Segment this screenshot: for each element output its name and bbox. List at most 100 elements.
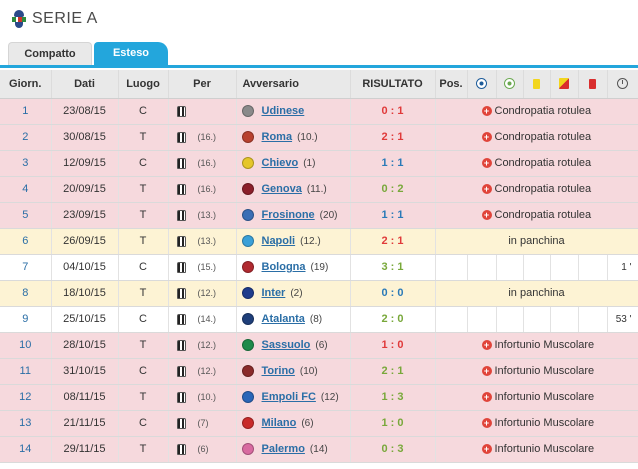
match-result-link[interactable]: 1 : 0 <box>350 410 436 437</box>
giornata-link[interactable]: 8 <box>0 280 52 307</box>
opponent-rank: (12.) <box>300 235 321 247</box>
giornata-link[interactable]: 13 <box>0 410 52 437</box>
header-red-card[interactable] <box>578 70 608 99</box>
match-result-link[interactable]: 2 : 1 <box>350 358 436 385</box>
header-yellow-red-card[interactable] <box>550 70 579 99</box>
header-data[interactable]: Dati <box>51 70 119 99</box>
giornata-link[interactable]: 12 <box>0 384 52 411</box>
match-result-link[interactable]: 0 : 0 <box>350 280 436 307</box>
giornata-link[interactable]: 14 <box>0 436 52 463</box>
match-result-link[interactable]: 1 : 1 <box>350 150 436 177</box>
match-date: 23/08/15 <box>51 98 119 125</box>
opponent-link[interactable]: Torino <box>261 365 295 378</box>
opponent-cell: Milano (6) <box>236 410 351 437</box>
opponent-link[interactable]: Chievo <box>261 157 299 170</box>
opponent-link[interactable]: Bologna <box>261 261 306 274</box>
team-rank: (12.) <box>197 366 217 377</box>
giornata-link[interactable]: 7 <box>0 254 52 281</box>
opponent-link[interactable]: Atalanta <box>261 313 305 326</box>
table-row: 6 26/09/15 T (13.) Napoli (12.) 2 : 1 in panchi… <box>0 228 638 255</box>
header-minutes[interactable] <box>607 70 638 99</box>
header-assist[interactable] <box>496 70 524 99</box>
match-result-link[interactable]: 0 : 3 <box>350 436 436 463</box>
team-cell: (12.) <box>168 358 237 385</box>
header-avversario[interactable]: Avversario <box>236 70 351 99</box>
match-result-link[interactable]: 1 : 0 <box>350 332 436 359</box>
opponent-rank: (14) <box>309 443 328 455</box>
giornata-link[interactable]: 2 <box>0 124 52 151</box>
opponent-rank: (10.) <box>297 131 318 143</box>
opponent-link[interactable]: Genova <box>261 183 302 196</box>
giornata-link[interactable]: 10 <box>0 332 52 359</box>
giornata-link[interactable]: 11 <box>0 358 52 385</box>
page-title: SERIE A <box>32 10 98 27</box>
opponent-link[interactable]: Empoli FC <box>261 391 316 404</box>
header-luogo[interactable]: Luogo <box>118 70 169 99</box>
match-result-link[interactable]: 1 : 3 <box>350 384 436 411</box>
header-goal[interactable] <box>467 70 497 99</box>
assist-cell <box>496 254 524 281</box>
injury-status: + Infortunio Muscolare <box>435 332 638 359</box>
opponent-link[interactable]: Napoli <box>261 235 296 248</box>
injury-label: Infortunio Muscolare <box>494 391 595 403</box>
team-cell: (16.) <box>168 124 237 151</box>
giornata-link[interactable]: 9 <box>0 306 52 333</box>
injury-cross-icon: + <box>481 444 492 455</box>
team-rank: (16.) <box>197 158 217 169</box>
match-venue: C <box>118 358 169 385</box>
table-header-row: Giorn. Dati Luogo Per Avversario RISULTA… <box>0 70 638 99</box>
opponent-rank: (10) <box>299 365 318 377</box>
opponent-crest-icon <box>241 105 254 118</box>
match-venue: T <box>118 280 169 307</box>
injury-status: + Infortunio Muscolare <box>435 384 638 411</box>
header-risultato[interactable]: RISULTATO <box>350 70 436 99</box>
opponent-link[interactable]: Sassuolo <box>261 339 311 352</box>
team-rank: (13.) <box>197 236 217 247</box>
match-result-link[interactable]: 1 : 1 <box>350 202 436 229</box>
match-result-link[interactable]: 2 : 1 <box>350 124 436 151</box>
header-yellow-card[interactable] <box>523 70 551 99</box>
match-result-link[interactable]: 0 : 2 <box>350 176 436 203</box>
match-result-link[interactable]: 3 : 1 <box>350 254 436 281</box>
header-giornata[interactable]: Giorn. <box>0 70 52 99</box>
page-header: SERIE A <box>0 0 638 38</box>
opponent-link[interactable]: Udinese <box>261 105 305 118</box>
yellow-red-card-cell <box>550 254 579 281</box>
opponent-crest-icon <box>241 183 254 196</box>
injury-label: Condropatia rotulea <box>494 183 592 195</box>
injury-status: + Condropatia rotulea <box>435 98 638 125</box>
juventus-crest-icon <box>176 131 186 143</box>
bench-status: in panchina <box>435 280 638 307</box>
opponent-crest-icon <box>241 235 254 248</box>
yellow-red-card-cell <box>550 306 579 333</box>
match-result-link[interactable]: 2 : 1 <box>350 228 436 255</box>
tab-esteso[interactable]: Esteso <box>94 42 168 65</box>
opponent-cell: Frosinone (20) <box>236 202 351 229</box>
injury-status: + Condropatia rotulea <box>435 176 638 203</box>
opponent-rank: (20) <box>319 209 338 221</box>
match-result-link[interactable]: 0 : 1 <box>350 98 436 125</box>
match-venue: T <box>118 176 169 203</box>
match-date: 21/11/15 <box>51 410 119 437</box>
juventus-crest-icon <box>176 235 186 247</box>
opponent-link[interactable]: Inter <box>261 287 286 300</box>
opponent-link[interactable]: Roma <box>261 131 293 144</box>
goal-cell <box>467 254 497 281</box>
giornata-link[interactable]: 1 <box>0 98 52 125</box>
opponent-link[interactable]: Frosinone <box>261 209 315 222</box>
giornata-link[interactable]: 5 <box>0 202 52 229</box>
injury-cross-icon: + <box>481 210 492 221</box>
opponent-link[interactable]: Palermo <box>261 443 305 456</box>
header-per[interactable]: Per <box>168 70 237 99</box>
tab-compatto[interactable]: Compatto <box>8 42 92 65</box>
match-result-link[interactable]: 2 : 0 <box>350 306 436 333</box>
giornata-link[interactable]: 3 <box>0 150 52 177</box>
injury-status: + Infortunio Muscolare <box>435 358 638 385</box>
injury-status: + Condropatia rotulea <box>435 202 638 229</box>
header-posizione[interactable]: Pos. <box>435 70 468 99</box>
opponent-link[interactable]: Milano <box>261 417 297 430</box>
giornata-link[interactable]: 6 <box>0 228 52 255</box>
opponent-crest-icon <box>241 261 254 274</box>
team-rank: (10.) <box>197 392 217 403</box>
giornata-link[interactable]: 4 <box>0 176 52 203</box>
